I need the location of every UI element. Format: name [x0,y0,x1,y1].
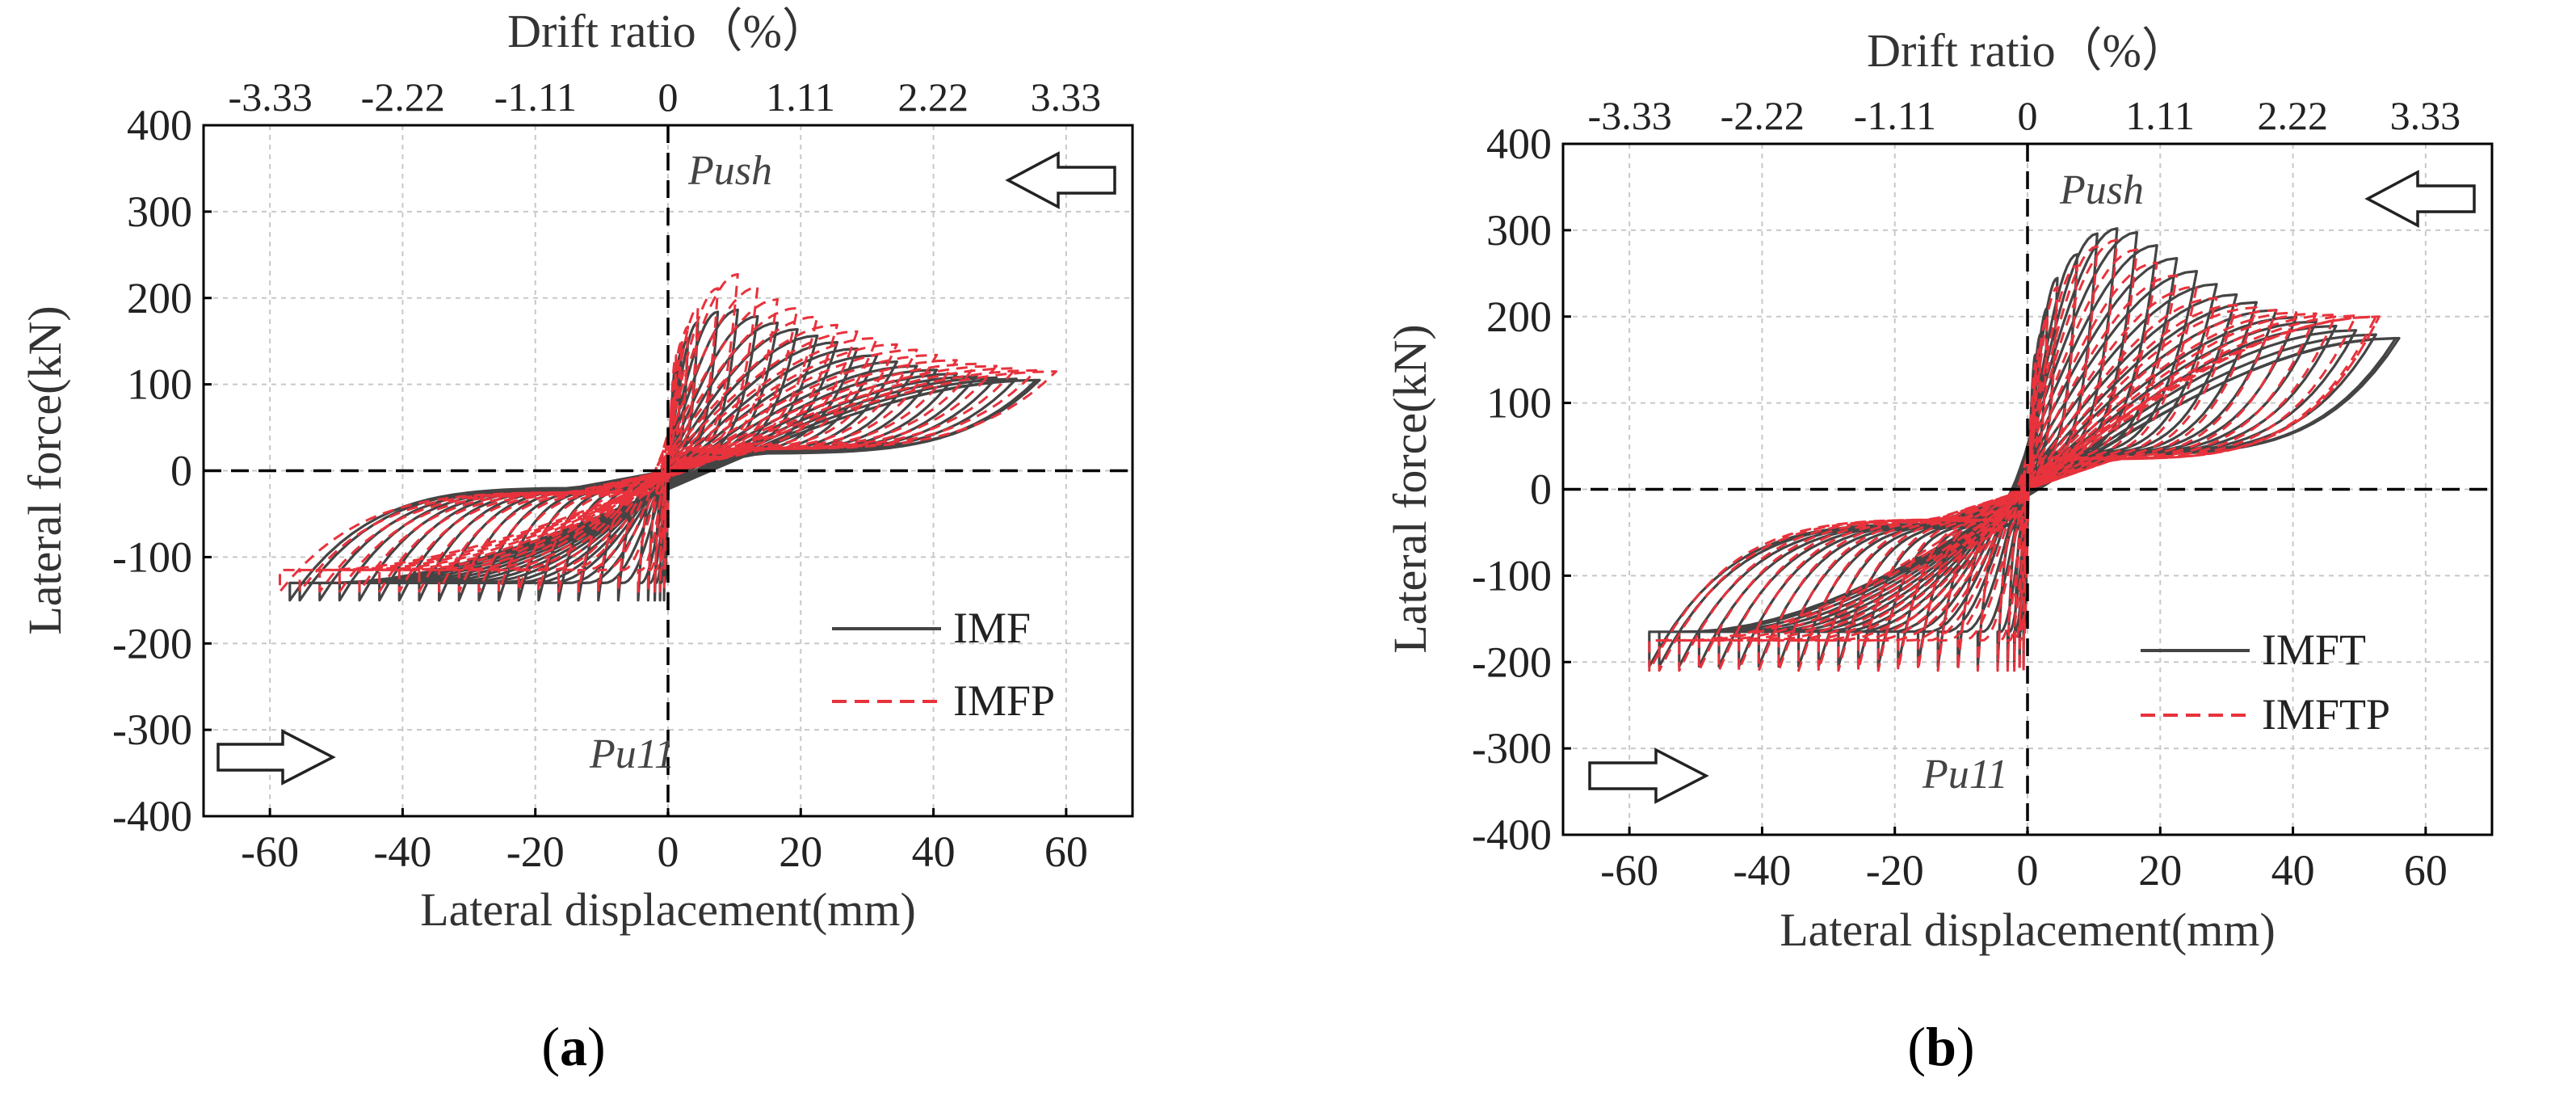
y-tick-label: 300 [1486,206,1552,255]
x2-tick-label: 3.33 [2390,93,2461,138]
x2-tick-label: -1.11 [1854,93,1936,138]
pull-arrow-icon-a [216,729,336,785]
y-tick-label: 200 [1486,293,1552,341]
x-tick-label: 0 [2017,846,2039,895]
x-tick-label: 20 [779,828,822,876]
y-tick-label: -100 [112,533,192,581]
y-tick-labels-a: -400 -300 -200 -100 0 100 200 300 400 [112,101,212,840]
x2-tick-label: 1.11 [2125,93,2195,138]
pull-arrow-icon-b [1588,748,1709,804]
x2-tick-label: -3.33 [1588,93,1672,138]
y-tick-labels-b: -400 -300 -200 -100 0 100 200 300 400 [1472,120,1571,859]
y-tick-label: 100 [1486,379,1552,427]
panel-caption-b: (b) [1907,1016,1974,1077]
y-tick-label: 300 [127,187,192,236]
y-tick-label: 200 [127,274,192,322]
legend-label-imft: IMFT [2262,625,2366,674]
x2-tick-labels-a: -3.33 -2.22 -1.11 0 1.11 2.22 3.33 [229,74,1102,120]
x2-tick-label: 3.33 [1031,74,1102,120]
y-axis-title-a: Lateral force(kN) [19,305,71,634]
grid-b [1563,143,2492,836]
y-tick-label: -100 [1472,551,1552,600]
legend-label-imfp: IMFP [953,676,1055,725]
x-tick-label: -20 [506,828,565,876]
x-tick-label: -60 [1600,846,1658,895]
legend-label-imftp: IMFTP [2262,690,2390,739]
y-axis-title-b: Lateral force(kN) [1384,324,1436,653]
x2-axis-title-b: Drift ratio（%） [1867,24,2188,77]
x2-tick-label: 1.11 [766,74,835,120]
hysteresis-curves-b [1648,227,2401,672]
series-imfp [279,272,1057,593]
y-tick-label: 0 [1530,465,1552,514]
x-tick-label: -40 [373,828,431,876]
x-tick-labels-a: -60 -40 -20 0 20 40 60 [241,808,1088,876]
x-tick-label: 20 [2138,846,2182,895]
x2-tick-labels-b: -3.33 -2.22 -1.11 0 1.11 2.22 3.33 [1588,93,2461,138]
push-arrow-icon-a [1005,151,1116,209]
series-imftp [1648,238,2381,672]
y-tick-label: -300 [112,705,192,754]
y-tick-label: -200 [1472,638,1552,686]
x2-tick-label: -1.11 [494,74,577,120]
x-tick-label: -40 [1733,846,1791,895]
x2-axis-title-a: Drift ratio（%） [507,5,829,57]
y-tick-label: -400 [112,792,192,840]
y-tick-label: 400 [1486,120,1552,168]
x-axis-title-a: Lateral displacement(mm) [420,883,916,936]
x2-tick-label: -3.33 [229,74,313,120]
legend-a: IMF IMFP [832,604,1055,725]
legend-b: IMFT IMFTP [2141,625,2390,739]
y-tick-label: -400 [1472,811,1552,859]
x2-tick-label: 2.22 [897,74,969,120]
legend-label-imf: IMF [953,604,1031,652]
push-label-a: Push [687,148,772,194]
reference-lines-a [204,125,1133,816]
panel-caption-a: (a) [541,1016,605,1077]
push-label-b: Push [2059,167,2144,213]
x-tick-labels-b: -60 -40 -20 0 20 40 60 [1600,827,2448,895]
hysteresis-curves-a [279,272,1057,602]
x-tick-label: 60 [1044,828,1088,876]
x-axis-title-b: Lateral displacement(mm) [1780,903,2276,956]
y-tick-label: 0 [170,447,192,495]
pull-label-a: Pu11 [589,731,675,777]
x-tick-label: 40 [912,828,956,876]
x2-tick-label: 2.22 [2257,93,2328,138]
x-tick-label: 60 [2404,846,2448,895]
x2-tick-label: -2.22 [361,74,445,120]
x2-tick-label: 0 [2018,93,2038,138]
x-tick-label: 40 [2271,846,2315,895]
x2-tick-label: 0 [658,74,679,120]
y-tick-label: 100 [127,360,192,409]
push-arrow-icon-b [2364,170,2476,228]
y-tick-label: -200 [112,619,192,667]
x-tick-label: -20 [1866,846,1924,895]
x2-tick-label: -2.22 [1721,93,1805,138]
reference-lines-b [1563,144,2492,835]
y-tick-label: -300 [1472,724,1552,773]
x-tick-label: -60 [241,828,299,876]
y-tick-label: 400 [127,101,192,150]
x-tick-label: 0 [658,828,679,876]
pull-label-b: Pu11 [1922,752,2008,798]
